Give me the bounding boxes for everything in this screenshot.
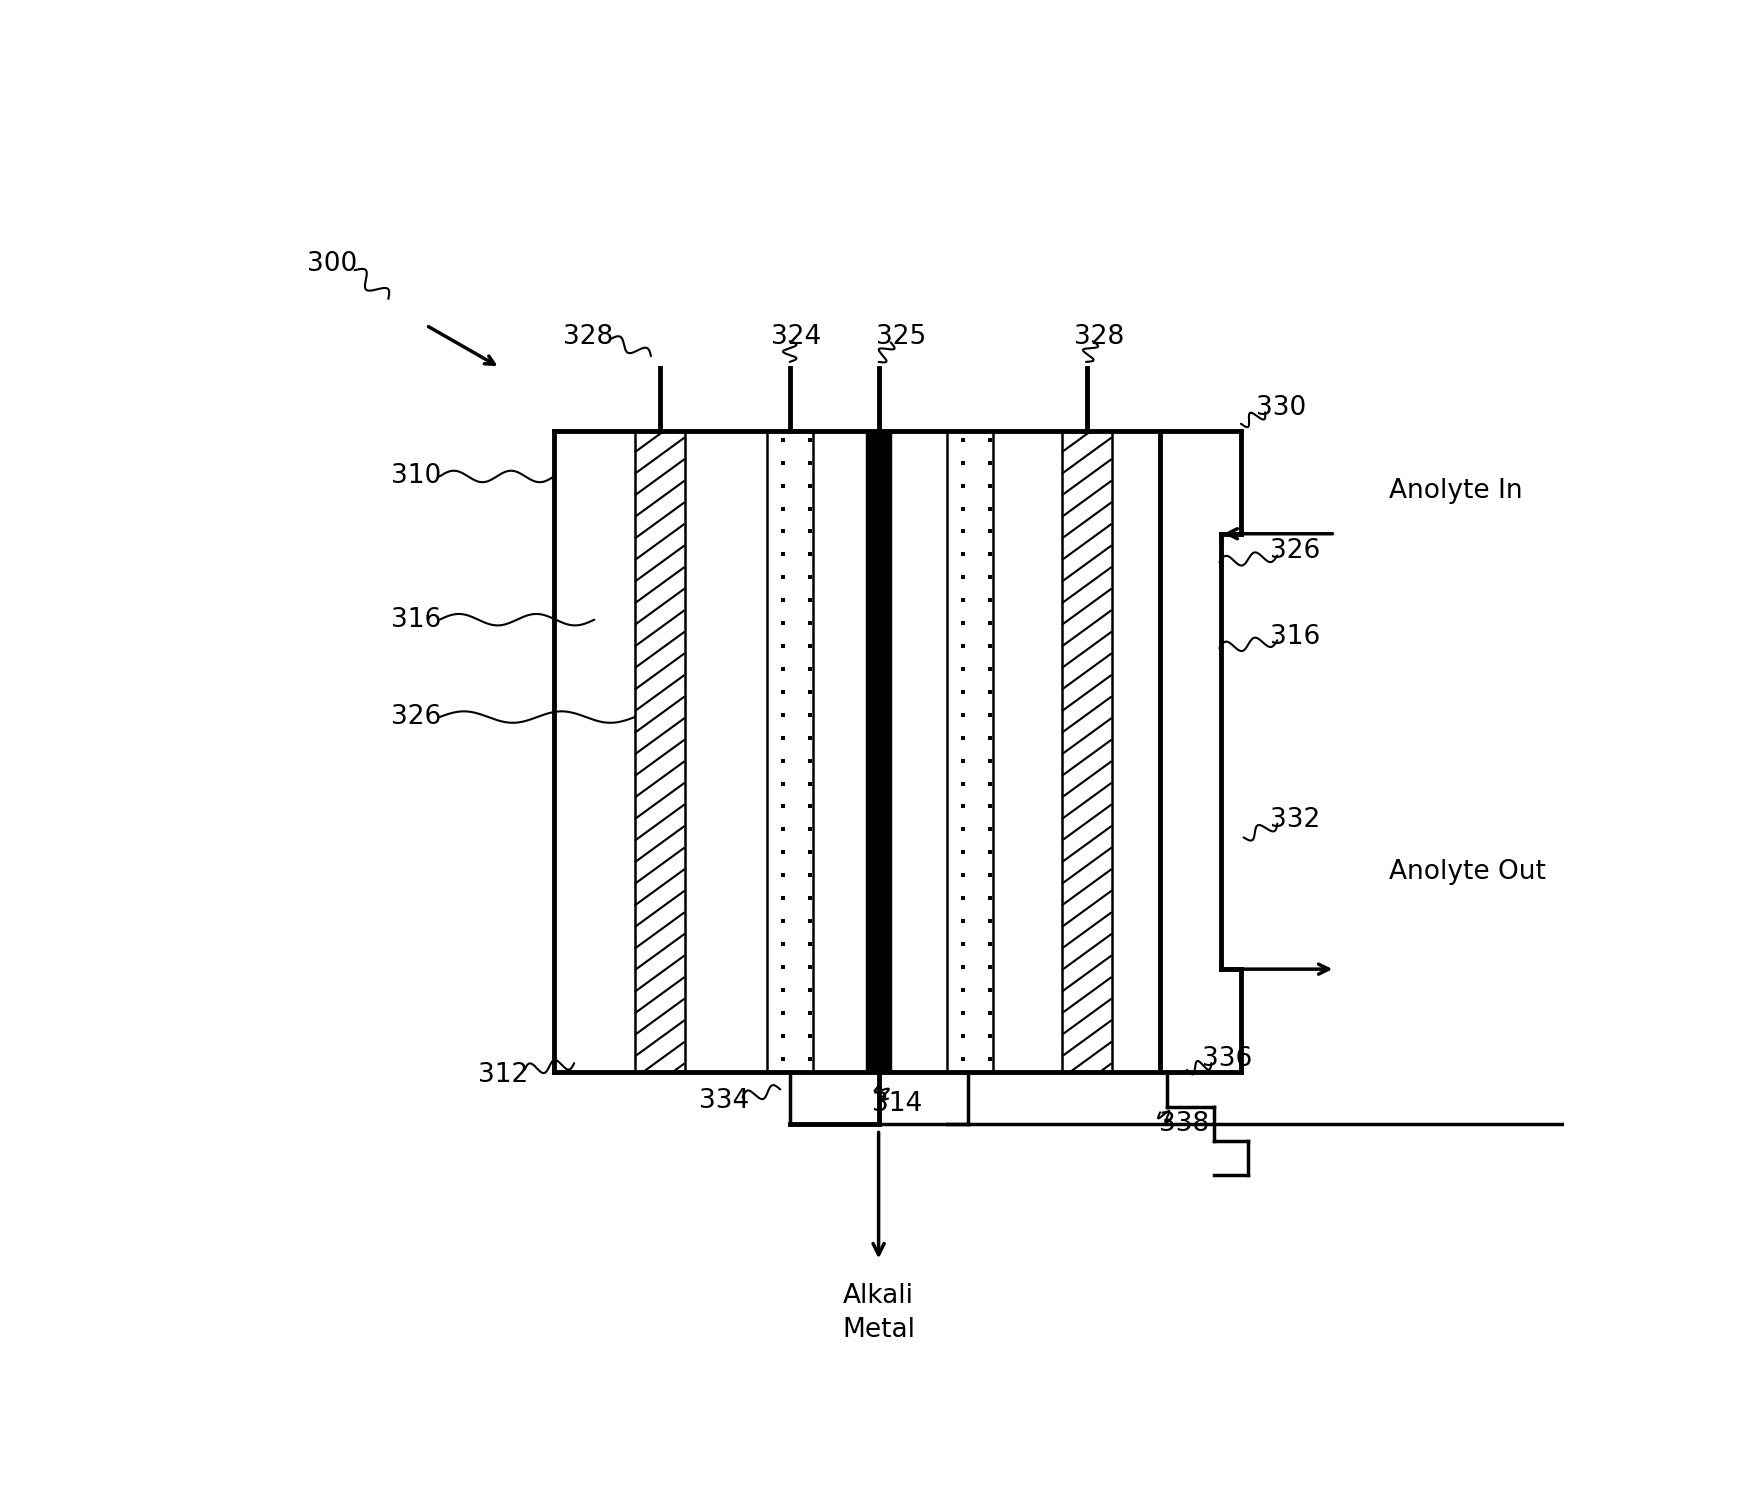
Text: 328: 328 [1074,324,1124,350]
Text: 316: 316 [391,607,441,632]
Text: 316: 316 [1270,623,1319,650]
Text: 326: 326 [391,704,441,731]
Text: 325: 325 [876,324,926,350]
Text: 332: 332 [1270,806,1319,833]
Text: 338: 338 [1159,1112,1210,1137]
Text: Anolyte In: Anolyte In [1389,478,1522,504]
Text: Anolyte Out: Anolyte Out [1389,859,1547,885]
Text: 300: 300 [306,251,356,277]
Text: 330: 330 [1257,394,1307,421]
Text: 312: 312 [478,1061,528,1088]
Text: 328: 328 [563,324,614,350]
Text: Alkali
Metal: Alkali Metal [843,1283,916,1342]
Text: 334: 334 [699,1088,749,1115]
Text: 326: 326 [1270,539,1319,564]
Text: 314: 314 [872,1091,923,1117]
Text: 310: 310 [391,463,441,490]
Text: 336: 336 [1203,1046,1253,1071]
Text: 324: 324 [772,324,822,350]
